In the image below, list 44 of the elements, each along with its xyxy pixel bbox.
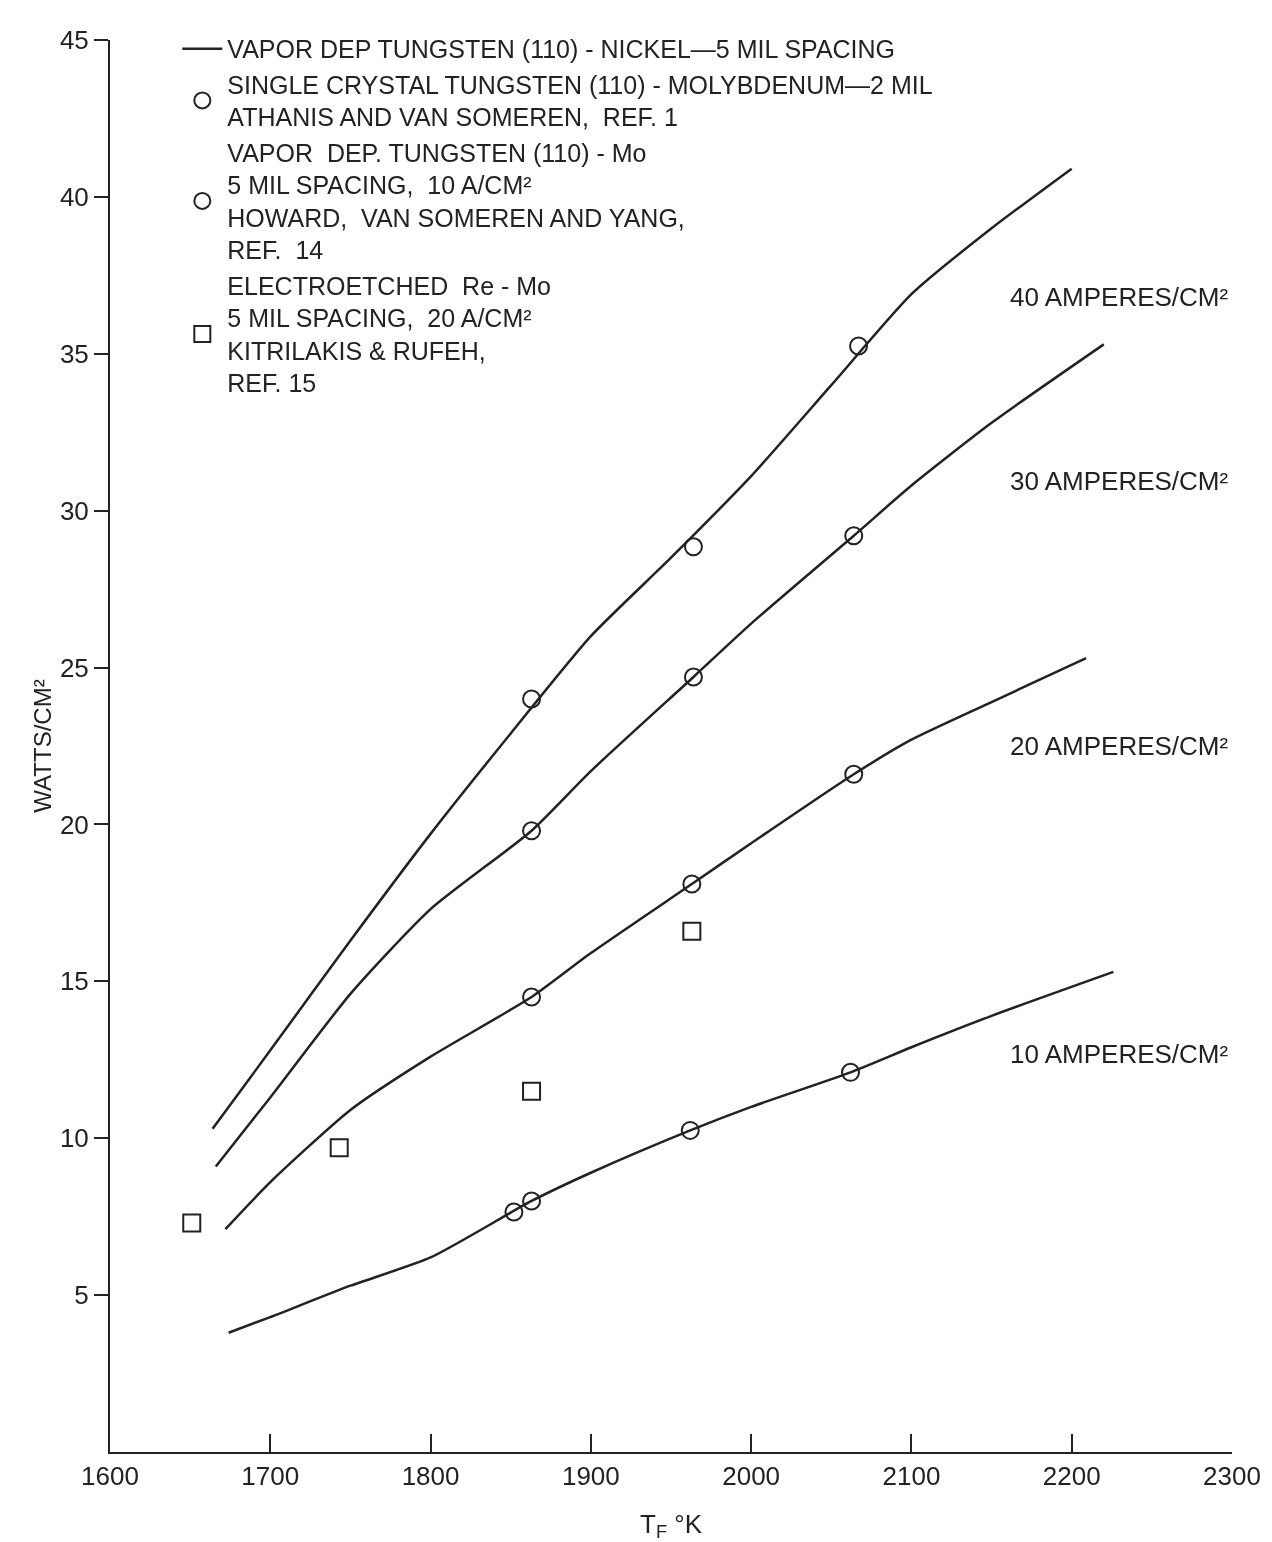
x-tick-label: 1700 (241, 1461, 300, 1492)
legend-label: VAPOR DEP. TUNGSTEN (110) - Mo 5 MIL SPACING, 10 A/CM² HOWARD, VAN SOMEREN AND YANG, REF. 14 (227, 138, 685, 265)
x-tick-label: 2300 (1203, 1461, 1261, 1492)
x-axis-title: T$_{F}$ °K (640, 1508, 703, 1542)
point (683, 667, 703, 687)
point (682, 921, 702, 941)
point (522, 689, 542, 709)
y-axis-title: WATTS/CM² (29, 679, 56, 813)
y-tick-label: 20 (59, 809, 89, 840)
y-tick-label: 40 (59, 181, 89, 212)
annotation: 40 AMPERES/CM² (1010, 282, 1229, 312)
legend-label: ELECTROETCHED Re - Mo 5 MIL SPACING, 20 A/CM² KITRILAKIS & RUFEH, REF. 15 (227, 271, 551, 398)
point (522, 1191, 542, 1211)
y-tick-label: 30 (59, 495, 89, 526)
point (504, 1202, 524, 1222)
point (841, 1062, 861, 1082)
point (680, 1120, 700, 1140)
x-tick-label: 2200 (1042, 1461, 1101, 1492)
x-tick-label: 2000 (722, 1461, 781, 1492)
y-tick-label: 15 (59, 966, 89, 997)
point (682, 874, 702, 894)
point (849, 336, 869, 356)
y-tick-label: 35 (59, 338, 89, 369)
annotation: 20 AMPERES/CM² (1010, 731, 1229, 761)
point (844, 764, 864, 784)
annotation: 30 AMPERES/CM² (1010, 466, 1229, 496)
legend-label: VAPOR DEP TUNGSTEN (110) - NICKEL—5 MIL SPACING (227, 35, 896, 64)
x-tick-label: 1800 (401, 1461, 460, 1492)
point (683, 537, 703, 557)
legend-label: SINGLE CRYSTAL TUNGSTEN (110) - MOLYBDENUM—2 MIL ATHANIS AND VAN SOMEREN, REF. 1 (227, 70, 933, 132)
y-tick-label: 5 (74, 1280, 89, 1311)
x-tick-label: 1900 (561, 1461, 620, 1492)
point (522, 987, 542, 1007)
x-tick-label: 2100 (882, 1461, 941, 1492)
annotation: 10 AMPERES/CM² (1010, 1039, 1229, 1069)
point (329, 1138, 349, 1158)
point (844, 526, 864, 546)
point (522, 821, 542, 841)
y-tick-label: 45 (59, 25, 89, 56)
point (182, 1213, 202, 1233)
x-tick-label: 1600 (81, 1461, 139, 1492)
point (522, 1081, 542, 1101)
y-tick-label: 25 (59, 652, 89, 683)
y-tick-label: 10 (59, 1123, 89, 1154)
